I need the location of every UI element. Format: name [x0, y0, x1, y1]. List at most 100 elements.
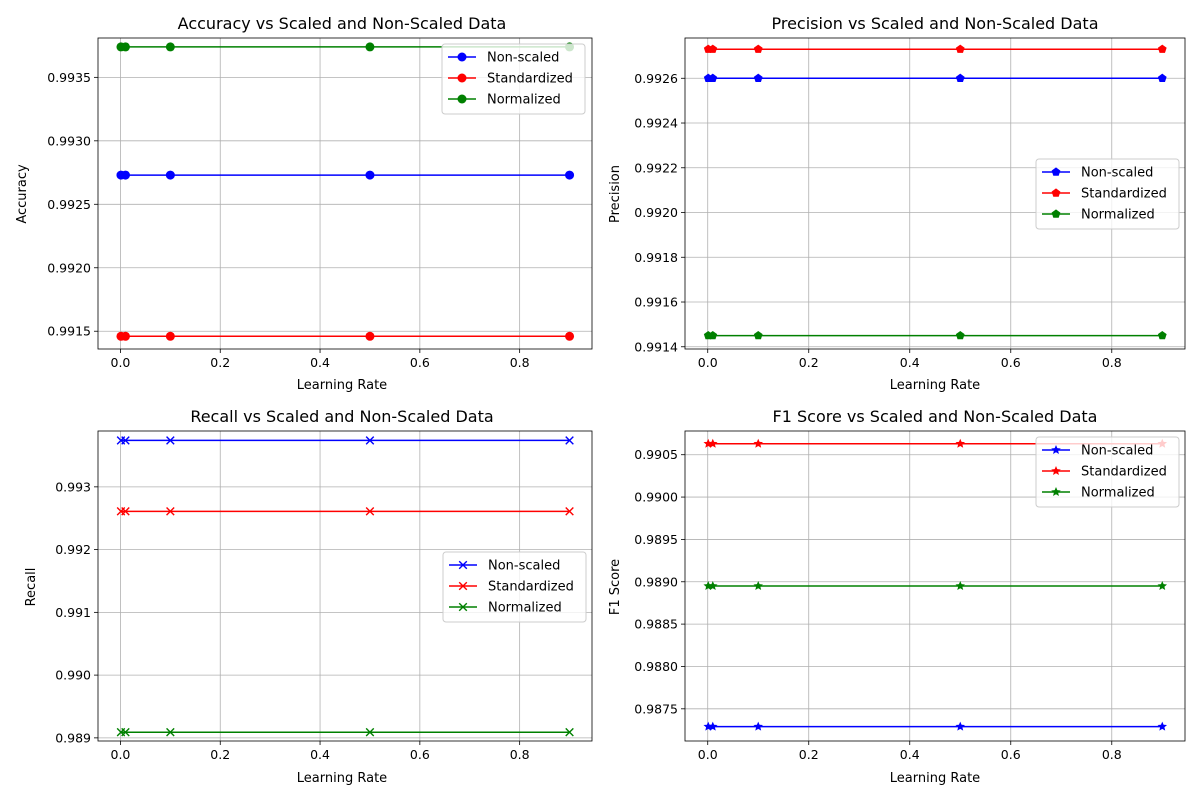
axes-frame — [97, 430, 593, 742]
data-point — [165, 42, 175, 52]
y-tick-label: 0.9895 — [634, 532, 678, 547]
chart-title: Recall vs Scaled and Non-Scaled Data — [190, 407, 493, 426]
y-tick-label: 0.992 — [55, 542, 91, 557]
data-point — [708, 438, 718, 448]
data-point — [365, 727, 375, 737]
y-axis-label: Recall — [24, 568, 39, 607]
data-point — [753, 721, 763, 731]
data-point — [1051, 487, 1061, 497]
y-tick-label: 0.9880 — [634, 659, 678, 674]
data-point — [1157, 581, 1168, 591]
data-point — [753, 581, 763, 591]
data-point — [458, 602, 468, 612]
x-tick-label: 0.8 — [510, 355, 530, 370]
legend: Non-scaled Standardized Normalized — [1035, 436, 1180, 508]
x-tick-label: 0.2 — [210, 355, 230, 370]
data-point — [365, 507, 375, 516]
chart-title: Accuracy vs Scaled and Non-Scaled Data — [178, 14, 507, 33]
y-axis-label: F1 Score — [608, 559, 623, 615]
legend-box — [1035, 158, 1180, 230]
x-tick-label: 0.0 — [698, 355, 718, 370]
y-tick-label: 0.9935 — [47, 70, 91, 85]
data-point — [753, 73, 763, 82]
chart-title: F1 Score vs Scaled and Non-Scaled Data — [773, 407, 1098, 426]
legend-box — [442, 551, 587, 623]
data-point — [753, 330, 763, 340]
data-point — [753, 44, 763, 53]
data-point — [708, 44, 718, 53]
data-point — [365, 42, 375, 52]
x-tick-label: 0.4 — [900, 355, 920, 370]
data-point — [708, 581, 718, 591]
legend: Non-scaled Standardized Normalized — [1035, 158, 1180, 230]
y-tick-label: 0.9885 — [634, 617, 678, 632]
x-tick-label: 0.0 — [111, 355, 131, 370]
legend: Non-scaled Standardized Normalized — [441, 43, 586, 115]
axes-frame — [97, 37, 593, 350]
legend-label: Non-scaled — [488, 559, 560, 574]
legend-label: Standardized — [487, 72, 573, 87]
data-point — [457, 52, 467, 62]
data-point — [457, 73, 467, 83]
data-point — [365, 331, 375, 341]
y-tick-label: 0.9900 — [634, 490, 678, 505]
x-axis-label: Learning Rate — [297, 771, 387, 786]
data-point — [458, 581, 468, 591]
data-point — [708, 330, 718, 340]
x-tick-label: 0.8 — [1102, 747, 1122, 762]
x-tick-label: 0.4 — [310, 747, 330, 762]
y-tick-label: 0.9918 — [634, 250, 678, 265]
panel-f1-score: F1 Score vs Scaled and Non-Scaled Data L… — [608, 407, 1186, 786]
legend-box — [1035, 436, 1180, 508]
data-point — [120, 42, 130, 52]
data-point — [955, 438, 966, 448]
axes-frame — [684, 37, 1186, 350]
y-tick-label: 0.9916 — [634, 295, 678, 310]
data-point — [1157, 73, 1167, 82]
y-tick-label: 0.9915 — [47, 324, 91, 339]
data-point — [1051, 167, 1061, 176]
y-tick-label: 0.991 — [55, 605, 91, 620]
data-point — [458, 560, 468, 570]
x-axis-label: Learning Rate — [890, 378, 980, 393]
x-tick-label: 0.2 — [210, 747, 230, 762]
data-point — [1051, 188, 1061, 197]
x-tick-label: 0.2 — [799, 355, 819, 370]
data-point — [708, 73, 718, 82]
legend-box — [441, 43, 586, 115]
data-point — [1051, 209, 1061, 218]
legend-label: Non-scaled — [1081, 444, 1153, 459]
panel-accuracy: Accuracy vs Scaled and Non-Scaled Data L… — [15, 14, 593, 393]
data-point — [955, 721, 966, 731]
y-tick-label: 0.9926 — [634, 71, 678, 86]
y-tick-label: 0.9920 — [634, 205, 678, 220]
data-point — [955, 581, 966, 591]
y-tick-label: 0.9905 — [634, 447, 678, 462]
legend-label: Normalized — [487, 93, 561, 108]
x-axis-label: Learning Rate — [297, 378, 387, 393]
data-point — [565, 170, 575, 180]
data-point — [955, 44, 965, 53]
legend-label: Standardized — [1081, 187, 1167, 202]
data-point — [165, 331, 175, 341]
data-point — [1051, 445, 1061, 455]
data-point — [365, 170, 375, 180]
y-tick-label: 0.9920 — [47, 260, 91, 275]
y-tick-label: 0.9925 — [47, 197, 91, 212]
data-point — [166, 727, 175, 737]
y-axis-label: Precision — [608, 165, 623, 223]
data-point — [121, 507, 130, 516]
x-tick-label: 0.0 — [111, 747, 131, 762]
x-tick-label: 0.0 — [698, 747, 718, 762]
data-point — [1157, 44, 1167, 53]
data-point — [457, 94, 467, 104]
legend: Non-scaled Standardized Normalized — [442, 551, 587, 623]
x-tick-label: 0.6 — [410, 355, 430, 370]
data-point — [121, 436, 130, 445]
chart-title: Precision vs Scaled and Non-Scaled Data — [771, 14, 1098, 33]
y-tick-label: 0.993 — [55, 479, 91, 494]
y-axis-label: Accuracy — [15, 164, 30, 224]
data-point — [166, 507, 175, 516]
data-point — [120, 331, 130, 341]
